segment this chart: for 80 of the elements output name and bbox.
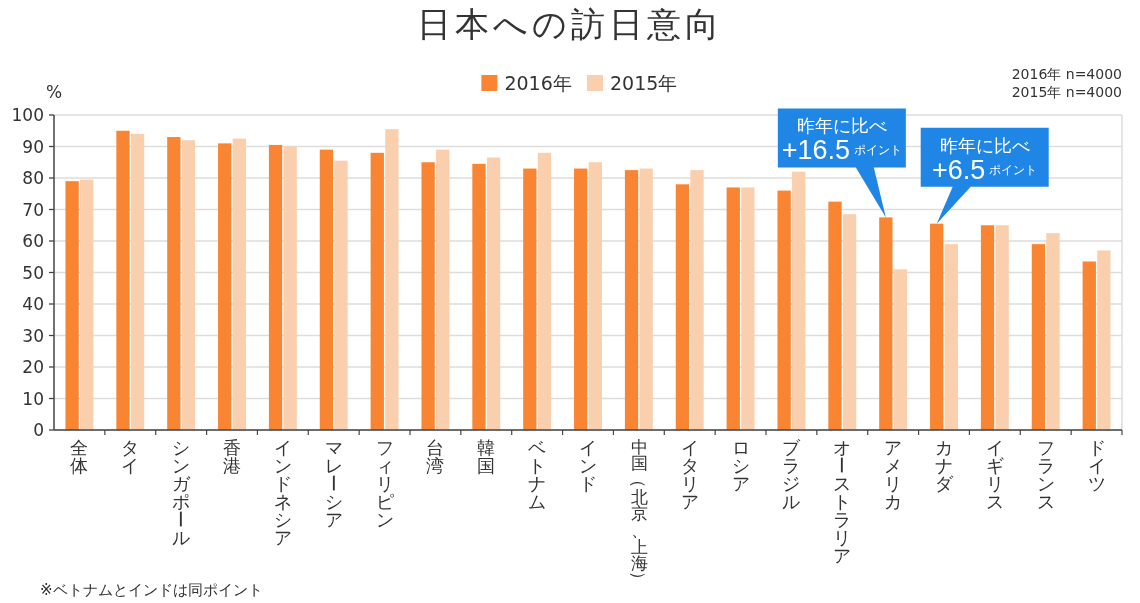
bar: [385, 129, 399, 430]
bar: [537, 152, 552, 430]
y-tick-label: 70: [22, 199, 44, 220]
bar: [930, 223, 944, 430]
bar: [792, 171, 806, 430]
y-axis-title: %: [45, 82, 63, 102]
bar: [690, 170, 704, 430]
y-tick-label: 60: [22, 231, 44, 251]
x-tick-label: 香港: [223, 436, 241, 476]
y-tick-label: 80: [22, 168, 44, 188]
x-tick-label: ドイツ: [1087, 436, 1106, 494]
y-tick-label: 50: [22, 262, 44, 283]
bar: [574, 168, 588, 430]
bar: [167, 137, 181, 430]
bar: [980, 225, 995, 430]
category-label: 中国（北京、上海）: [628, 437, 648, 589]
x-tick-label: アメリカ: [884, 436, 903, 512]
x-tick-label: インド: [579, 436, 597, 494]
x-tick-label: 全体: [70, 436, 89, 476]
bar: [777, 190, 791, 430]
bar: [995, 225, 1009, 430]
bar: [1097, 250, 1111, 430]
y-tick-label: 10: [22, 388, 44, 409]
x-tick-label: インドネシア: [273, 436, 292, 548]
bar: [1082, 261, 1096, 430]
bar: [472, 163, 486, 430]
bar: [232, 138, 246, 430]
bar: [218, 143, 232, 430]
bar: [116, 130, 130, 430]
y-tick-label: 90: [22, 136, 44, 157]
x-tick-label: タイ: [121, 436, 140, 476]
x-tick-label: イタリア: [680, 436, 699, 512]
bar: [842, 214, 857, 430]
bar: [639, 168, 653, 430]
legend-label: 2016年: [504, 72, 572, 94]
bar: [486, 157, 501, 430]
text: 2016年 n=4000 2015年 n=4000: [1011, 66, 1122, 100]
y-tick-label: 20: [22, 357, 44, 377]
bar: [65, 181, 79, 430]
bar: [334, 160, 348, 430]
bar: [130, 133, 145, 430]
bar: [944, 244, 958, 430]
bar: [741, 187, 755, 430]
bar: [436, 149, 450, 430]
x-tick-label: 韓国: [477, 436, 496, 476]
x-tick-label: ロシア: [731, 436, 750, 494]
y-tick-label: 0: [33, 420, 44, 440]
legend-label: 2015年: [610, 72, 678, 94]
bar: [319, 149, 334, 430]
bar: [588, 162, 602, 430]
x-tick-label: フランス: [1036, 436, 1055, 512]
bar: [879, 217, 893, 430]
y-tick-label: 30: [22, 325, 44, 346]
text: ※ベトナムとインドは同ポイント: [40, 581, 263, 599]
x-tick-label: マレーシア: [322, 436, 344, 530]
bar: [624, 170, 639, 430]
bar: [1046, 233, 1060, 430]
bar: [283, 146, 297, 430]
bar: [370, 152, 384, 430]
y-tick-label: 100: [11, 105, 44, 125]
x-tick-label: オーストラリア: [831, 436, 853, 566]
bar: [523, 168, 537, 430]
x-tick-label: カナダ: [935, 436, 954, 494]
bar: [675, 184, 690, 430]
bar: [80, 179, 94, 430]
x-tick-label: イギリス: [985, 436, 1004, 512]
bar: [181, 140, 196, 430]
bar: [421, 162, 435, 430]
bar: [726, 187, 740, 430]
bar: [1031, 244, 1046, 430]
x-tick-label: 台湾: [426, 436, 445, 476]
bar: [893, 269, 908, 430]
x-tick-label: フィリピン: [375, 436, 394, 530]
x-tick-label: シンガポール: [170, 436, 192, 548]
chart-title: 日本への訪日意向: [417, 4, 723, 44]
x-tick-label: ブラジル: [782, 436, 802, 512]
bar: [828, 201, 842, 430]
x-tick-label: ベトナム: [528, 436, 547, 512]
y-tick-label: 40: [22, 294, 44, 314]
bar: [268, 144, 283, 430]
